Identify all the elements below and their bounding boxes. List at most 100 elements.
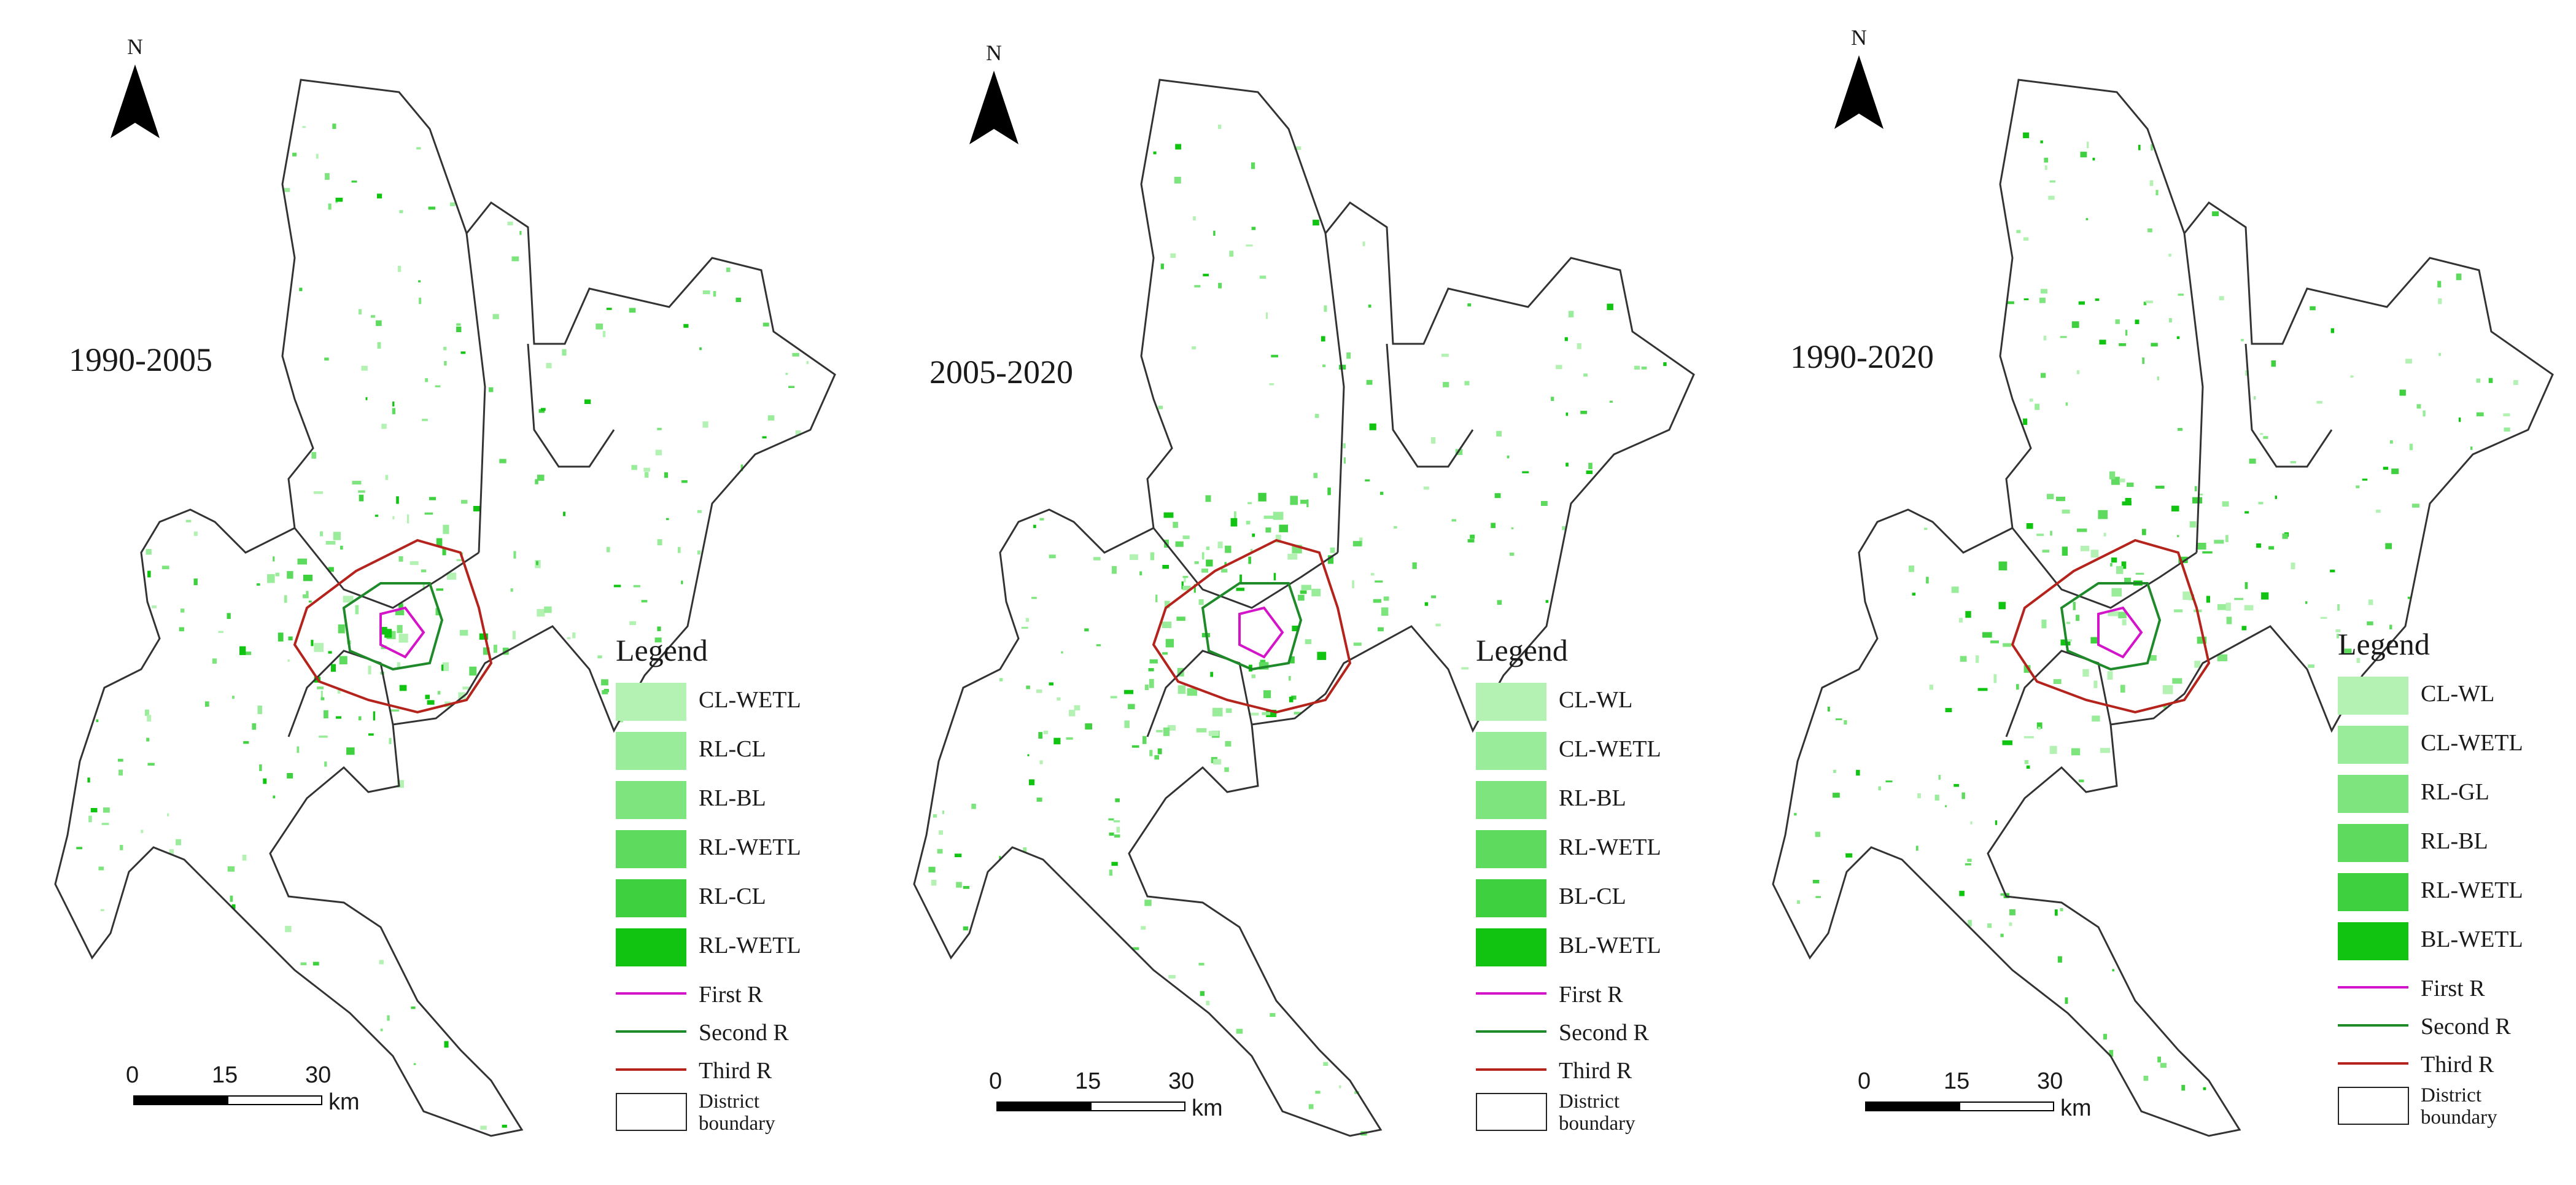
land-change-patch [427,700,435,705]
north-arrow-icon [1834,55,1884,129]
land-change-patch [2080,152,2087,158]
land-change-patch [2115,319,2120,324]
land-change-patch [2036,722,2043,729]
land-change-patch [1856,769,1860,776]
land-change-patch [1233,511,1236,520]
land-change-patch [231,904,236,909]
legend-label: RL-WETL [699,834,801,860]
land-change-patch [1236,588,1244,591]
land-change-patch [999,678,1003,682]
land-change-patch [292,152,297,157]
land-change-patch [2047,494,2054,500]
land-change-patch [2375,510,2381,513]
land-change-patch [2271,360,2276,367]
land-change-patch [2337,604,2340,611]
scale-tick-30: 30 [2037,1068,2063,1094]
land-change-patch [2121,561,2127,569]
land-change-patch [443,524,449,534]
legend-title: Legend [616,633,708,667]
scale-bar: 0 15 30 km [1858,1068,2116,1136]
land-change-patch [273,556,275,562]
land-change-patch [1294,146,1302,150]
land-change-patch [563,511,565,516]
land-change-patch [1251,549,1253,553]
land-change-patch [437,691,441,695]
land-change-patch [2108,611,2118,616]
land-change-patch [1435,623,1441,627]
land-change-patch [2111,588,2122,597]
land-change-patch [1025,618,1030,622]
land-change-patch [2212,211,2219,217]
land-change-patch [2217,654,2228,661]
land-change-patch [2009,922,2012,927]
land-change-patch [2071,748,2081,756]
land-change-patch [697,550,701,555]
land-change-patch [1497,600,1502,605]
land-change-patch [1217,124,1222,129]
outer-boundary [1772,79,2554,1137]
land-change-patch [2350,375,2354,378]
land-change-patch [1352,580,1354,588]
legend-label: RL-GL [2421,779,2489,805]
legend-item: RL-BL [1476,777,1626,826]
land-change-patch [2100,748,2111,753]
land-change-patch [633,585,640,588]
patches [1794,132,2518,1091]
land-change-patch [1143,736,1147,744]
legend-swatch [616,732,686,770]
land-change-patch [2356,658,2361,663]
land-change-patch [2155,190,2159,196]
land-change-patch [1212,707,1223,717]
land-change-patch [2194,661,2201,668]
land-change-patch [1085,723,1092,730]
land-change-patch [306,591,309,596]
land-change-patch [1327,488,1331,495]
scale-tick-0: 0 [126,1062,139,1088]
land-change-patch [1225,708,1232,713]
district-map [54,79,836,1137]
land-change-patch [1929,685,1933,690]
boundary-line1: District [699,1090,759,1113]
land-change-patch [1833,769,1836,773]
land-change-patch [2308,664,2314,668]
land-change-patch [1224,562,1227,566]
land-change-patch [1263,515,1274,519]
land-change-patch [1494,493,1501,499]
land-change-patch [425,378,429,383]
land-change-patch [2078,301,2085,305]
land-change-patch [1366,379,1373,385]
legend-label: RL-WETL [1559,834,1661,860]
land-change-patch [1394,526,1397,529]
land-change-patch [2077,528,2087,532]
land-change-patch [1289,676,1291,681]
land-change-patch [2099,340,2106,345]
land-change-patch [456,323,461,326]
land-change-patch [373,711,376,721]
land-change-patch [785,373,788,375]
land-change-patch [461,500,468,504]
land-change-patch [193,578,198,586]
legend-item: RL-BL [2338,820,2488,869]
land-change-patch [2040,373,2046,378]
inner-boundary-d [1386,343,1474,468]
north-arrow: N [963,40,1025,150]
land-change-patch [1369,423,1376,430]
land-change-patch [2048,195,2055,200]
land-change-patch [1150,552,1155,561]
land-change-patch [398,634,408,643]
land-change-patch [1033,524,1036,529]
land-change-patch [2282,533,2288,539]
scale-tick-0: 0 [1858,1068,1871,1094]
legend-label: BL-WETL [2421,927,2523,952]
land-change-patch [1273,511,1284,520]
second-ring [2060,582,2162,671]
land-change-patch [1208,731,1219,736]
land-change-patch [2178,428,2182,431]
land-change-patch [2050,530,2052,536]
land-change-patch [480,1125,487,1130]
land-change-patch [657,539,662,546]
land-change-patch [1464,381,1470,386]
land-change-patch [2118,612,2127,619]
inner-boundary-b [465,233,486,553]
scale-tick-30: 30 [305,1062,332,1088]
